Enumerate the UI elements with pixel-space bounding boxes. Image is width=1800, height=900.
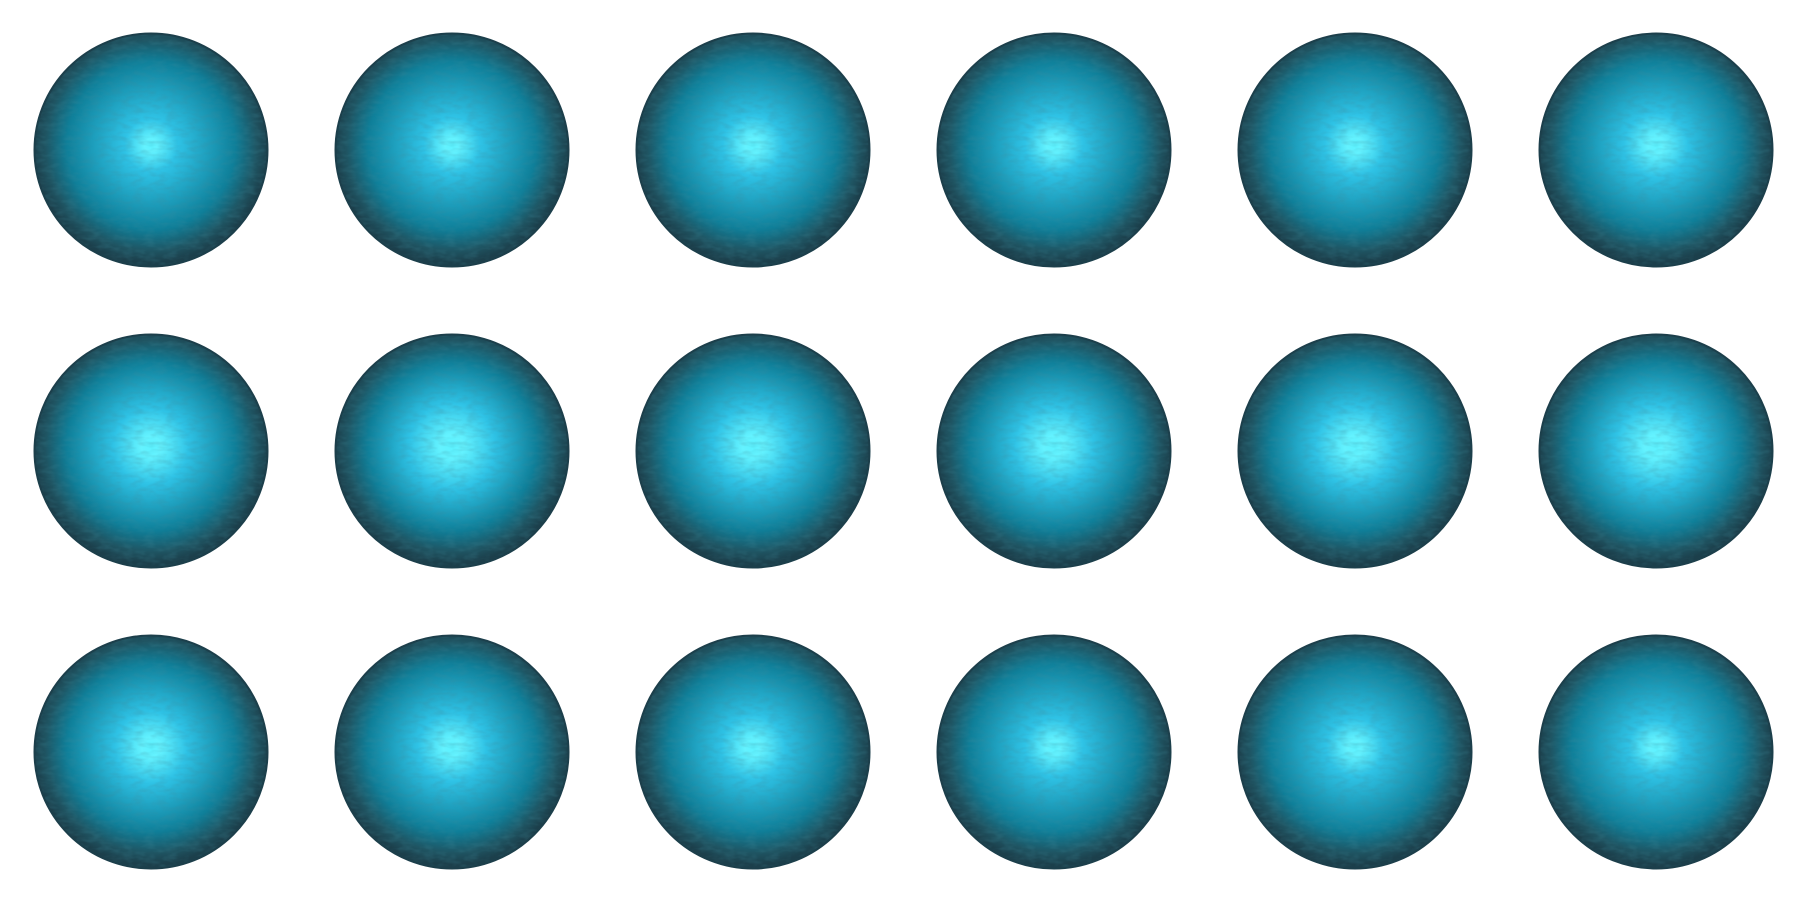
glowing-orb-icon [33, 32, 269, 268]
glowing-orb-icon [635, 32, 871, 268]
glowing-orb-icon [1237, 634, 1473, 870]
glowing-orb-icon [334, 634, 570, 870]
glowing-orb-icon [936, 32, 1172, 268]
glowing-orb-icon [1237, 333, 1473, 569]
glowing-orb-icon [334, 333, 570, 569]
glowing-orb-icon [1237, 32, 1473, 268]
glowing-orb-icon [1538, 333, 1774, 569]
glowing-orb-icon [33, 634, 269, 870]
glowing-orb-icon [334, 32, 570, 268]
glowing-orb-icon [936, 333, 1172, 569]
glowing-orb-icon [33, 333, 269, 569]
glowing-orb-icon [635, 634, 871, 870]
glowing-orb-icon [936, 634, 1172, 870]
glowing-orb-icon [1538, 634, 1774, 870]
glowing-orb-icon [1538, 32, 1774, 268]
glowing-orb-icon [635, 333, 871, 569]
